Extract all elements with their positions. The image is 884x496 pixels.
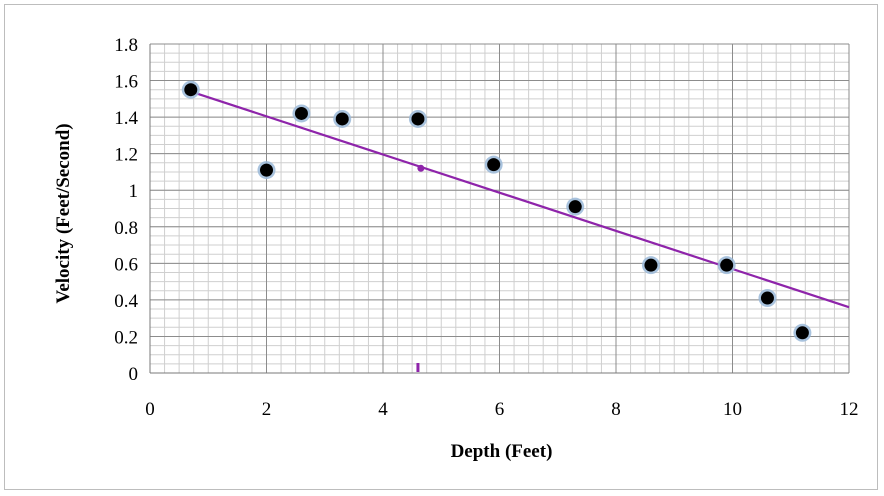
x-tick-label: 8 [611,399,621,420]
x-tick-label: 4 [378,399,388,420]
axes [149,44,849,374]
data-point [411,112,425,126]
y-tick-label: 1.2 [114,145,138,166]
y-tick-label: 0.4 [114,291,138,312]
y-axis-title: Velocity (Feet/Second) [53,123,74,303]
y-tick-label: 1 [129,181,139,202]
scatter-chart: 0 2 4 6 8 10 12 0 0.2 0.4 0.6 0.8 1 1.2 1.4 1.6 1.8 Dept… [53,35,859,462]
y-tick-label: 0 [129,364,139,385]
trendline [190,90,850,309]
data-point [260,163,273,177]
data-point [487,158,501,172]
y-tick-label: 1.8 [114,35,138,56]
grid [149,43,850,374]
data-point [568,200,582,214]
x-axis-title: Depth (Feet) [451,441,553,462]
y-tick-label: 1.6 [114,72,138,93]
trendline-group [190,90,850,309]
annotation-dot [417,164,425,172]
data-point [335,112,349,126]
x-tick-label: 10 [723,399,742,420]
y-tick-label: 1.4 [114,108,138,129]
x-tick-label: 0 [145,399,155,420]
data-point [294,106,308,120]
data-point [760,291,774,305]
chart-frame: 0 2 4 6 8 10 12 0 0.2 0.4 0.6 0.8 1 1.2 1.4 1.6 1.8 Dept… [4,4,878,490]
data-point [184,83,198,97]
data-point [795,326,809,340]
y-tick-label: 0.2 [114,327,138,348]
x-tick-label: 6 [495,399,505,420]
data-points [181,80,812,342]
annotations [416,164,425,372]
data-point [644,258,658,272]
x-tick-label: 2 [262,399,272,420]
x-tick-label: 12 [840,399,859,420]
tick-labels: 0 2 4 6 8 10 12 0 0.2 0.4 0.6 0.8 1 1.2 1.4 1.6 1.8 [114,35,858,420]
data-point [720,258,734,272]
y-tick-label: 0.8 [114,218,138,239]
y-tick-label: 0.6 [114,254,138,275]
